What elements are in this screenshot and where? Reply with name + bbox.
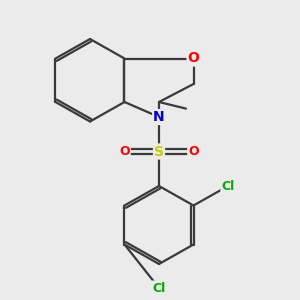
Text: N: N [153,110,165,124]
Text: O: O [188,145,199,158]
Text: S: S [154,145,164,158]
Text: O: O [188,52,200,65]
Text: Cl: Cl [152,281,166,295]
Text: Cl: Cl [221,179,235,193]
Text: O: O [119,145,130,158]
